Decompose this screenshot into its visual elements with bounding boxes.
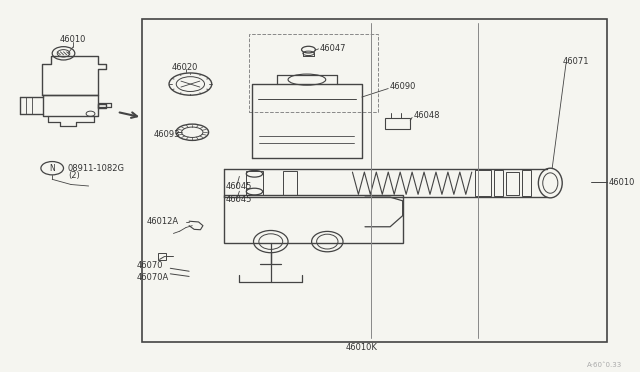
Text: 46093: 46093	[154, 129, 180, 139]
Text: 46070: 46070	[137, 261, 163, 270]
Text: 46045: 46045	[225, 182, 252, 191]
Text: 46010K: 46010K	[346, 343, 378, 352]
Text: 46012A: 46012A	[147, 217, 179, 226]
Text: 46010: 46010	[60, 35, 86, 44]
Bar	[249, 34, 378, 112]
Text: 08911-1082G: 08911-1082G	[68, 164, 125, 173]
Text: 46045: 46045	[225, 195, 252, 204]
Text: N: N	[49, 164, 55, 173]
Bar	[385, 118, 410, 129]
Text: (2): (2)	[68, 171, 79, 180]
Text: 46070A: 46070A	[137, 273, 169, 282]
Bar	[493, 170, 503, 196]
Bar	[506, 171, 519, 195]
Text: 46010: 46010	[609, 178, 635, 187]
Bar	[157, 253, 166, 260]
Text: A·60ˆ0.33: A·60ˆ0.33	[588, 362, 623, 368]
Text: 46071: 46071	[563, 57, 589, 66]
Bar	[475, 170, 491, 196]
Bar	[284, 171, 297, 195]
Bar	[522, 170, 531, 196]
Text: 46047: 46047	[320, 44, 346, 52]
Bar	[223, 195, 403, 243]
Text: 46020: 46020	[172, 63, 198, 72]
Bar	[246, 171, 263, 195]
Text: 46048: 46048	[414, 111, 440, 120]
Text: 46090: 46090	[390, 82, 417, 91]
Bar	[142, 19, 607, 341]
